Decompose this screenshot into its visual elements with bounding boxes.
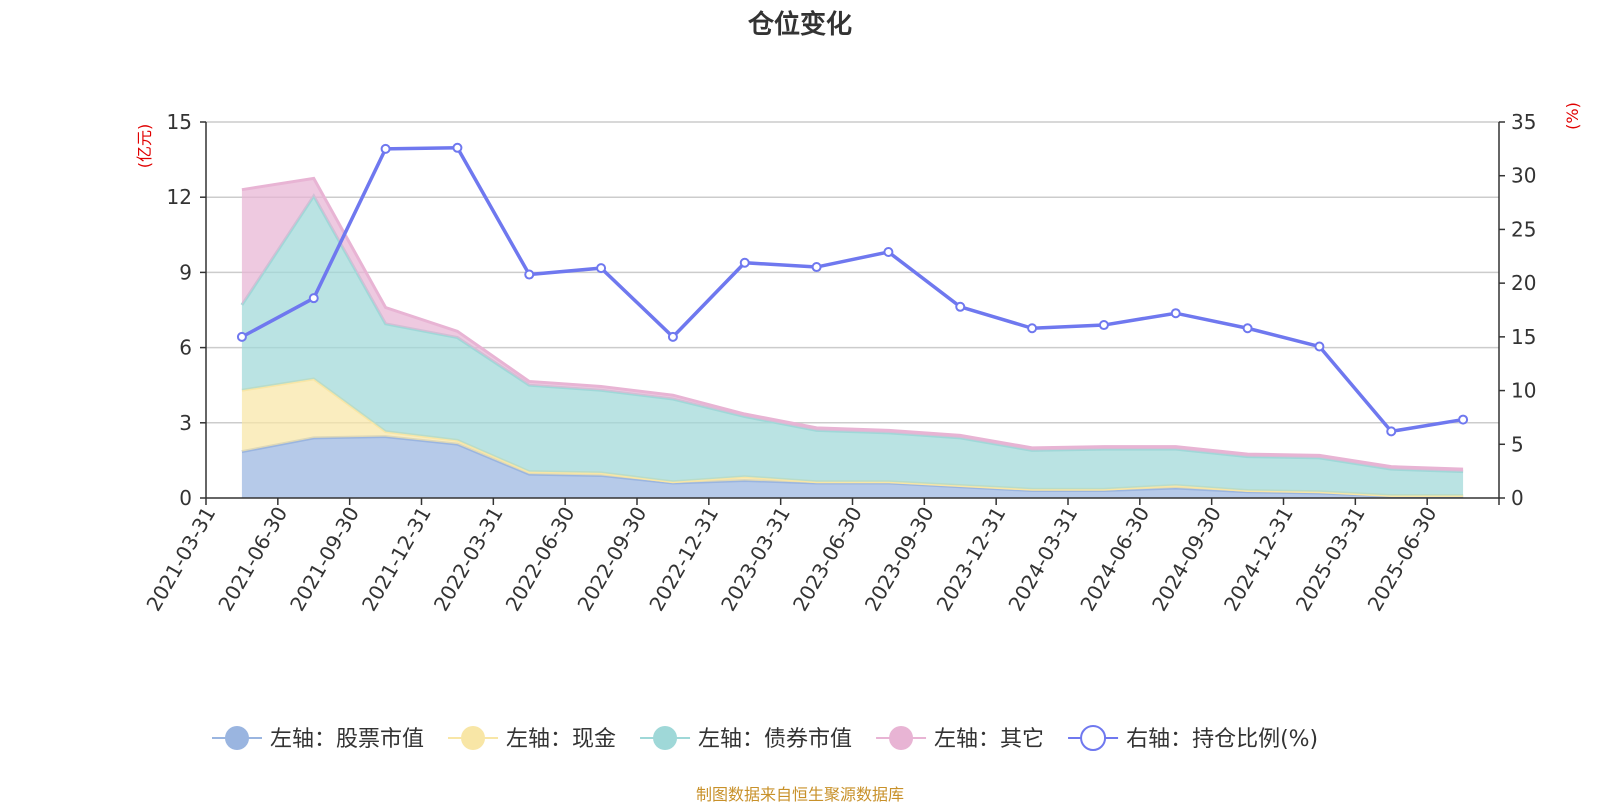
legend-label: 左轴：股票市值 — [270, 727, 424, 752]
line-layer — [236, 142, 1469, 437]
left-axis-unit: (亿元) — [135, 124, 154, 169]
chart-title: 仓位变化 — [747, 10, 852, 40]
left-tick-label: 3 — [179, 411, 192, 435]
left-tick-label: 6 — [179, 336, 192, 360]
ratio-point-2022-12-31 — [739, 257, 750, 268]
x-tick-label: 2024-09-30 — [1147, 503, 1226, 616]
ratio-point-2023-06-30 — [883, 246, 894, 257]
ratio-line — [241, 146, 1464, 434]
left-tick-label: 12 — [167, 185, 192, 209]
right-tick-label: 0 — [1511, 486, 1524, 510]
right-tick-label: 35 — [1511, 110, 1536, 134]
legend-label: 左轴：其它 — [934, 727, 1044, 752]
ratio-point-2024-06-30 — [1170, 308, 1181, 319]
x-tick-label: 2022-09-30 — [572, 503, 651, 616]
legend: 左轴：股票市值 左轴：现金 左轴：债券市值 左轴：其它 右轴：持仓比例(%) — [212, 725, 1318, 752]
ratio-point-2023-03-31 — [811, 262, 822, 273]
x-tick-label: 2021-03-31 — [141, 503, 220, 616]
source-note: 制图数据来自恒生聚源数据库 — [695, 785, 904, 804]
ratio-point-2023-12-31 — [1027, 323, 1038, 334]
x-tick-label: 2024-06-30 — [1075, 503, 1154, 616]
ratio-point-2022-09-30 — [667, 331, 678, 342]
x-tick-label: 2024-12-31 — [1219, 503, 1298, 616]
left-tick-label: 9 — [179, 260, 192, 284]
right-tick-label: 30 — [1511, 164, 1536, 188]
ratio-point-2021-09-30 — [380, 143, 391, 154]
x-tick-label: 2022-06-30 — [501, 503, 580, 616]
ratio-point-2024-12-31 — [1314, 341, 1325, 352]
ratio-point-2021-12-31 — [452, 142, 463, 153]
ratio-point-2022-03-31 — [524, 269, 535, 280]
x-tick-label: 2025-06-30 — [1363, 503, 1442, 616]
legend-marker — [225, 726, 249, 750]
ratio-point-2021-03-31 — [236, 331, 247, 342]
ratio-point-2022-06-30 — [596, 263, 607, 274]
legend-marker — [1080, 725, 1107, 751]
right-tick-label: 20 — [1511, 271, 1536, 295]
right-tick-label: 25 — [1511, 217, 1536, 241]
x-tick-label: 2022-12-31 — [644, 503, 723, 616]
right-tick-label: 5 — [1511, 432, 1524, 456]
right-tick-label: 15 — [1511, 325, 1536, 349]
area-layer — [240, 176, 1464, 498]
legend-marker — [653, 726, 678, 750]
legend-label: 左轴：债券市值 — [698, 727, 852, 752]
x-tick-label: 2023-06-30 — [788, 503, 867, 616]
area-edge-左轴：其它 — [241, 176, 1464, 471]
legend-marker — [889, 726, 914, 750]
ratio-point-2024-09-30 — [1242, 323, 1253, 334]
x-tick-label: 2023-12-31 — [932, 503, 1011, 616]
x-tick-label: 2021-06-30 — [213, 503, 292, 616]
ratio-point-2025-06-30 — [1458, 414, 1469, 425]
legend-label: 左轴：现金 — [506, 727, 616, 752]
right-axis-unit: (%) — [1563, 102, 1582, 130]
x-tick-label: 2022-03-31 — [429, 503, 508, 616]
ratio-point-2024-03-31 — [1098, 320, 1109, 331]
left-tick-label: 0 — [179, 486, 192, 510]
x-tick-label: 2023-09-30 — [860, 502, 939, 615]
right-tick-label: 10 — [1511, 379, 1536, 403]
ratio-point-2023-09-30 — [955, 301, 966, 312]
x-tick-label: 2023-03-31 — [716, 503, 795, 616]
x-tick-label: 2024-03-31 — [1003, 503, 1082, 616]
legend-label: 右轴：持仓比例(%) — [1126, 727, 1318, 752]
x-tick-label: 2021-12-31 — [357, 503, 436, 616]
legend-marker — [461, 726, 486, 750]
x-tick-label: 2025-03-31 — [1291, 503, 1370, 616]
area-左轴：债券市值 — [241, 195, 1464, 496]
ratio-point-2025-03-31 — [1386, 426, 1397, 437]
area-左轴：股票市值 — [241, 436, 1464, 498]
x-tick-label: 2021-09-30 — [285, 503, 364, 616]
ratio-point-2021-06-30 — [308, 293, 319, 304]
left-tick-label: 15 — [167, 110, 192, 134]
